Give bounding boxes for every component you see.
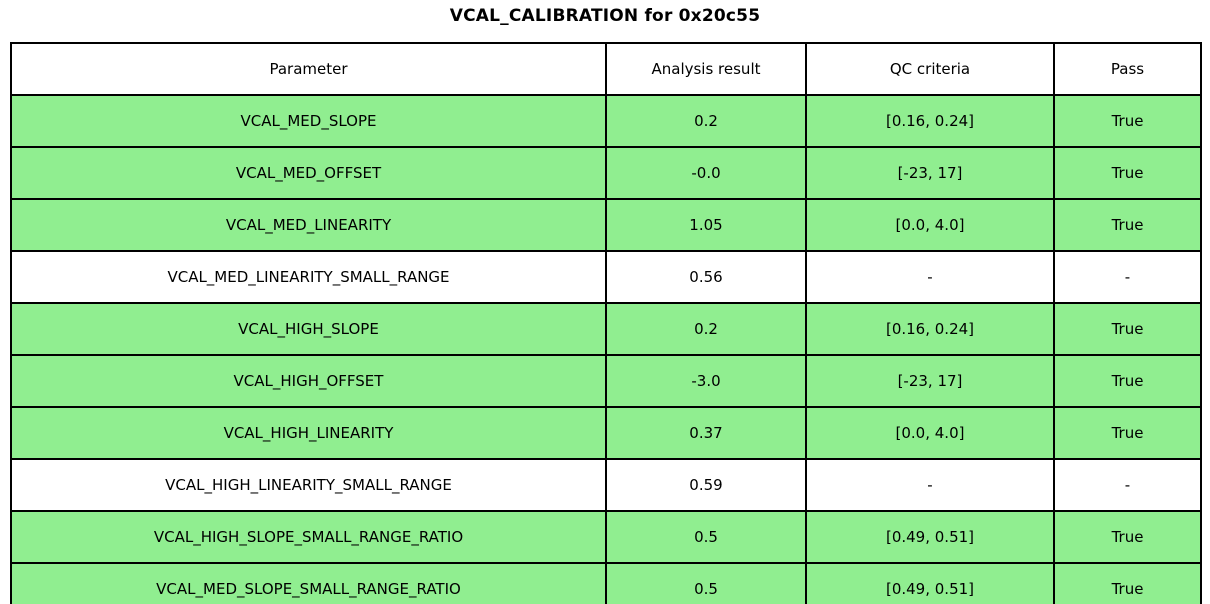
cell-pass: True [1053,302,1202,356]
cell-pass: True [1053,354,1202,408]
cell-qc-criteria: [0.16, 0.24] [805,302,1055,356]
table-row: VCAL_HIGH_OFFSET -3.0 [-23, 17] True [10,354,1202,408]
col-header-analysis-result: Analysis result [605,42,807,96]
cell-analysis-result: 0.37 [605,406,807,460]
cell-analysis-result: 0.5 [605,510,807,564]
cell-qc-criteria: [0.16, 0.24] [805,94,1055,148]
cell-pass: True [1053,198,1202,252]
cell-parameter: VCAL_MED_OFFSET [10,146,607,200]
cell-qc-criteria: - [805,250,1055,304]
figure-title: VCAL_CALIBRATION for 0x20c55 [449,6,761,26]
cell-parameter: VCAL_MED_LINEARITY_SMALL_RANGE [10,250,607,304]
cell-qc-criteria: [0.49, 0.51] [805,562,1055,604]
cell-qc-criteria: - [805,458,1055,512]
table-body: VCAL_MED_SLOPE 0.2 [0.16, 0.24] True VCA… [10,94,1202,604]
cell-analysis-result: -3.0 [605,354,807,408]
cell-analysis-result: 1.05 [605,198,807,252]
table-row: VCAL_HIGH_LINEARITY_SMALL_RANGE 0.59 - - [10,458,1202,512]
cell-qc-criteria: [0.0, 4.0] [805,198,1055,252]
table-row: VCAL_MED_OFFSET -0.0 [-23, 17] True [10,146,1202,200]
table-row: VCAL_MED_LINEARITY 1.05 [0.0, 4.0] True [10,198,1202,252]
cell-analysis-result: -0.0 [605,146,807,200]
cell-parameter: VCAL_MED_LINEARITY [10,198,607,252]
cell-parameter: VCAL_MED_SLOPE_SMALL_RANGE_RATIO [10,562,607,604]
cell-pass: True [1053,562,1202,604]
col-header-qc-criteria: QC criteria [805,42,1055,96]
cell-pass: True [1053,510,1202,564]
cell-qc-criteria: [0.49, 0.51] [805,510,1055,564]
cell-parameter: VCAL_HIGH_SLOPE [10,302,607,356]
table-row: VCAL_HIGH_LINEARITY 0.37 [0.0, 4.0] True [10,406,1202,460]
qc-results-table: Parameter Analysis result QC criteria Pa… [10,42,1202,604]
cell-analysis-result: 0.59 [605,458,807,512]
header-row: Parameter Analysis result QC criteria Pa… [10,42,1202,96]
cell-pass: - [1053,458,1202,512]
cell-qc-criteria: [0.0, 4.0] [805,406,1055,460]
cell-parameter: VCAL_MED_SLOPE [10,94,607,148]
table-row: VCAL_MED_SLOPE 0.2 [0.16, 0.24] True [10,94,1202,148]
cell-parameter: VCAL_HIGH_LINEARITY [10,406,607,460]
cell-analysis-result: 0.2 [605,302,807,356]
cell-qc-criteria: [-23, 17] [805,146,1055,200]
cell-analysis-result: 0.5 [605,562,807,604]
col-header-pass: Pass [1053,42,1202,96]
cell-parameter: VCAL_HIGH_LINEARITY_SMALL_RANGE [10,458,607,512]
col-header-parameter: Parameter [10,42,607,96]
cell-qc-criteria: [-23, 17] [805,354,1055,408]
table-row: VCAL_MED_LINEARITY_SMALL_RANGE 0.56 - - [10,250,1202,304]
cell-parameter: VCAL_HIGH_OFFSET [10,354,607,408]
cell-pass: True [1053,94,1202,148]
table-row: VCAL_MED_SLOPE_SMALL_RANGE_RATIO 0.5 [0.… [10,562,1202,604]
cell-analysis-result: 0.56 [605,250,807,304]
cell-pass: True [1053,406,1202,460]
cell-analysis-result: 0.2 [605,94,807,148]
cell-pass: - [1053,250,1202,304]
table-row: VCAL_HIGH_SLOPE 0.2 [0.16, 0.24] True [10,302,1202,356]
table-row: VCAL_HIGH_SLOPE_SMALL_RANGE_RATIO 0.5 [0… [10,510,1202,564]
cell-parameter: VCAL_HIGH_SLOPE_SMALL_RANGE_RATIO [10,510,607,564]
cell-pass: True [1053,146,1202,200]
